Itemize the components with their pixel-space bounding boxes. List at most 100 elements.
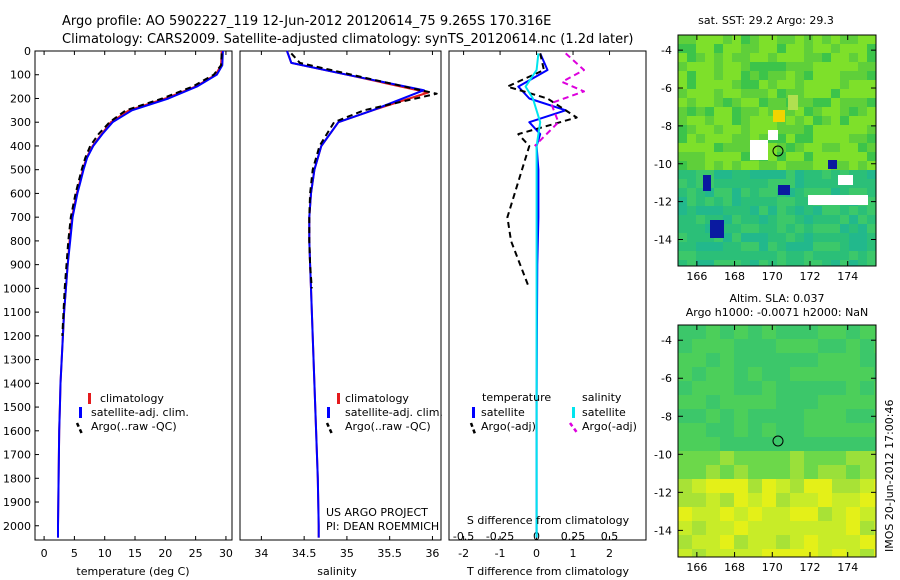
sst-cell — [849, 224, 858, 233]
sst-cell — [714, 44, 723, 53]
sla-cell — [692, 521, 706, 535]
sla-cell — [720, 549, 734, 557]
sst-cell — [678, 260, 687, 266]
sla-cell — [874, 395, 876, 409]
sla-cell — [846, 381, 860, 395]
sla-cell — [804, 437, 818, 451]
sst-cell — [786, 143, 795, 152]
x-tick-label: 2 — [606, 547, 613, 560]
x2-tick-label: -0.5 — [453, 530, 474, 543]
sst-cell — [723, 62, 732, 71]
sst-cell — [687, 251, 696, 260]
sst-cell — [777, 233, 786, 242]
sla-cell — [790, 339, 804, 353]
sst-cell — [732, 251, 741, 260]
lat-tick-label: -8 — [661, 120, 672, 133]
sst-cell — [705, 44, 714, 53]
x-tick-label: 0 — [41, 547, 48, 560]
sla-cell — [734, 451, 748, 465]
sla-cell — [776, 535, 790, 549]
sla-cell — [748, 507, 762, 521]
sla-cell — [790, 507, 804, 521]
sst-cell — [705, 242, 714, 251]
sst-cell — [714, 188, 723, 197]
sla-cell — [846, 395, 860, 409]
sla-cell — [832, 465, 846, 479]
sst-cell — [813, 125, 822, 134]
sst-cell — [759, 206, 768, 215]
sla-cell — [776, 409, 790, 423]
x2-tick-label: 0.5 — [601, 530, 619, 543]
sst-cell — [732, 125, 741, 134]
sst-cell — [705, 251, 714, 260]
sla-cell — [860, 479, 874, 493]
sst-cell — [714, 107, 723, 116]
legend-title-salinity: salinity — [582, 391, 622, 404]
sst-cell — [804, 53, 813, 62]
sst-cell — [705, 62, 714, 71]
sla-cell — [748, 325, 762, 339]
sst-cell — [840, 224, 849, 233]
sla-cell — [720, 325, 734, 339]
sst-cell — [786, 134, 795, 143]
sst-cell — [723, 197, 732, 206]
sst-cell — [804, 233, 813, 242]
sst-cell — [759, 107, 768, 116]
sst-cell — [732, 62, 741, 71]
sla-cell — [762, 451, 776, 465]
sst-cell — [732, 170, 741, 179]
legend-swatch-t-argo — [469, 422, 477, 435]
lon-tick-label: 166 — [686, 270, 707, 283]
sla-cell — [818, 339, 832, 353]
sla-cell — [776, 465, 790, 479]
sla-cell — [748, 535, 762, 549]
sst-cell — [741, 44, 750, 53]
argo-location-marker — [772, 435, 784, 447]
sst-cell — [741, 260, 750, 266]
sst-cell — [687, 233, 696, 242]
sst-cell — [858, 71, 867, 80]
sla-cell — [860, 339, 874, 353]
sst-cell — [759, 125, 768, 134]
sla-cell — [818, 549, 832, 557]
sla-cell — [720, 521, 734, 535]
sla-cell — [846, 353, 860, 367]
sst-cell — [795, 242, 804, 251]
legend-swatch-argo — [75, 422, 84, 435]
sst-cell — [849, 107, 858, 116]
sla-cell — [832, 381, 846, 395]
sla-cell — [860, 549, 874, 557]
sst-cell — [687, 125, 696, 134]
sla-cell — [874, 325, 876, 339]
sla-cell — [776, 479, 790, 493]
sst-cell — [750, 53, 759, 62]
sst-cell — [705, 53, 714, 62]
sst-cell — [849, 188, 858, 197]
sst-cell — [786, 152, 795, 161]
series-line — [57, 50, 224, 538]
sst-cell — [678, 44, 687, 53]
sst-cell — [759, 71, 768, 80]
sst-cell — [714, 197, 723, 206]
sst-cell — [867, 89, 876, 98]
sla-cell — [804, 409, 818, 423]
sst-cell — [777, 35, 786, 44]
sst-cell — [777, 242, 786, 251]
sst-feature — [750, 140, 768, 160]
difference-lines — [506, 52, 585, 538]
sst-feature — [703, 175, 711, 191]
sst-cell — [750, 35, 759, 44]
sst-cell — [687, 170, 696, 179]
lat-tick-label: -12 — [654, 196, 672, 209]
sla-cell — [846, 479, 860, 493]
sst-cell — [795, 134, 804, 143]
sst-cell — [741, 224, 750, 233]
sst-cell — [705, 107, 714, 116]
sst-cell — [687, 53, 696, 62]
s-difference-xlabel: S difference from climatology — [467, 514, 630, 527]
sst-cell — [795, 44, 804, 53]
sla-cell — [818, 409, 832, 423]
sst-cell — [858, 98, 867, 107]
sst-cell — [759, 233, 768, 242]
sla-cell — [804, 549, 818, 557]
